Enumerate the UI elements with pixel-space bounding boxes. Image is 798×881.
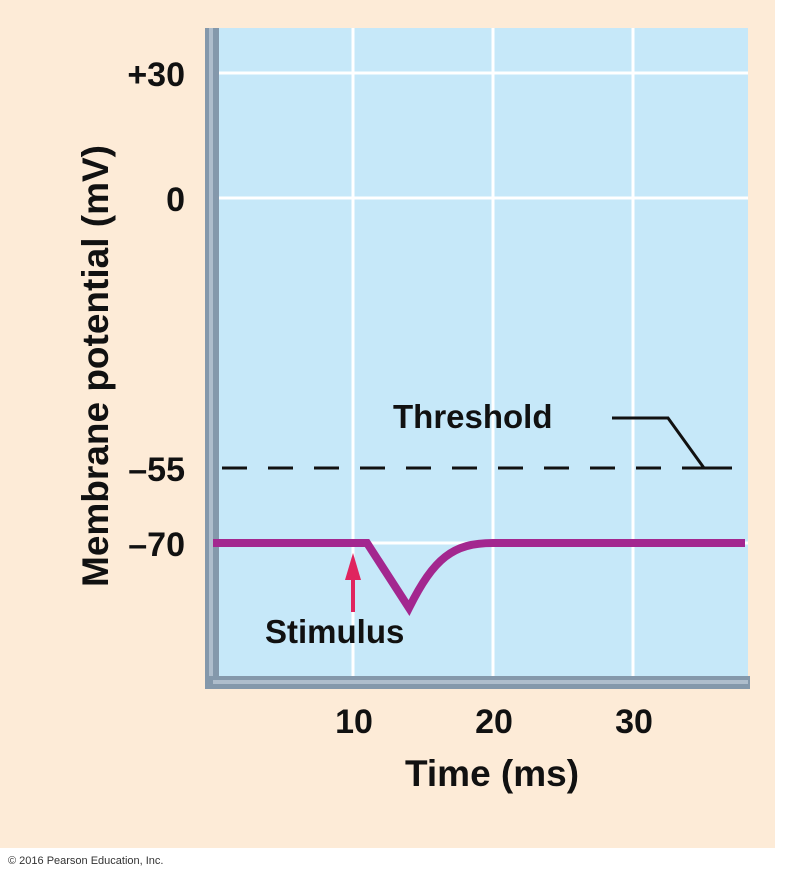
stimulus-label: Stimulus [265, 613, 404, 650]
plot-area [218, 28, 748, 678]
y-axis-bar-highlight [209, 28, 213, 680]
x-tick-label-10: 10 [335, 703, 373, 741]
y-tick-label-0: 0 [166, 181, 185, 219]
y-tick-label--70: –70 [128, 526, 185, 564]
copyright-notice: © 2016 Pearson Education, Inc. [8, 855, 164, 867]
membrane-potential-trace [213, 539, 745, 617]
stimulus-arrow-head-icon [345, 553, 361, 580]
y-tick-label--55: –55 [128, 451, 185, 489]
y-axis-label: Membrane potential (mV) [75, 145, 116, 587]
x-tick-label-30: 30 [615, 703, 653, 741]
y-tick-label-+30: +30 [127, 56, 185, 94]
x-axis-label: Time (ms) [405, 753, 579, 794]
threshold-leader-line [612, 416, 732, 470]
x-tick-label-20: 20 [475, 703, 513, 741]
threshold-label: Threshold [393, 398, 553, 435]
x-axis-bar-highlight [213, 680, 748, 684]
